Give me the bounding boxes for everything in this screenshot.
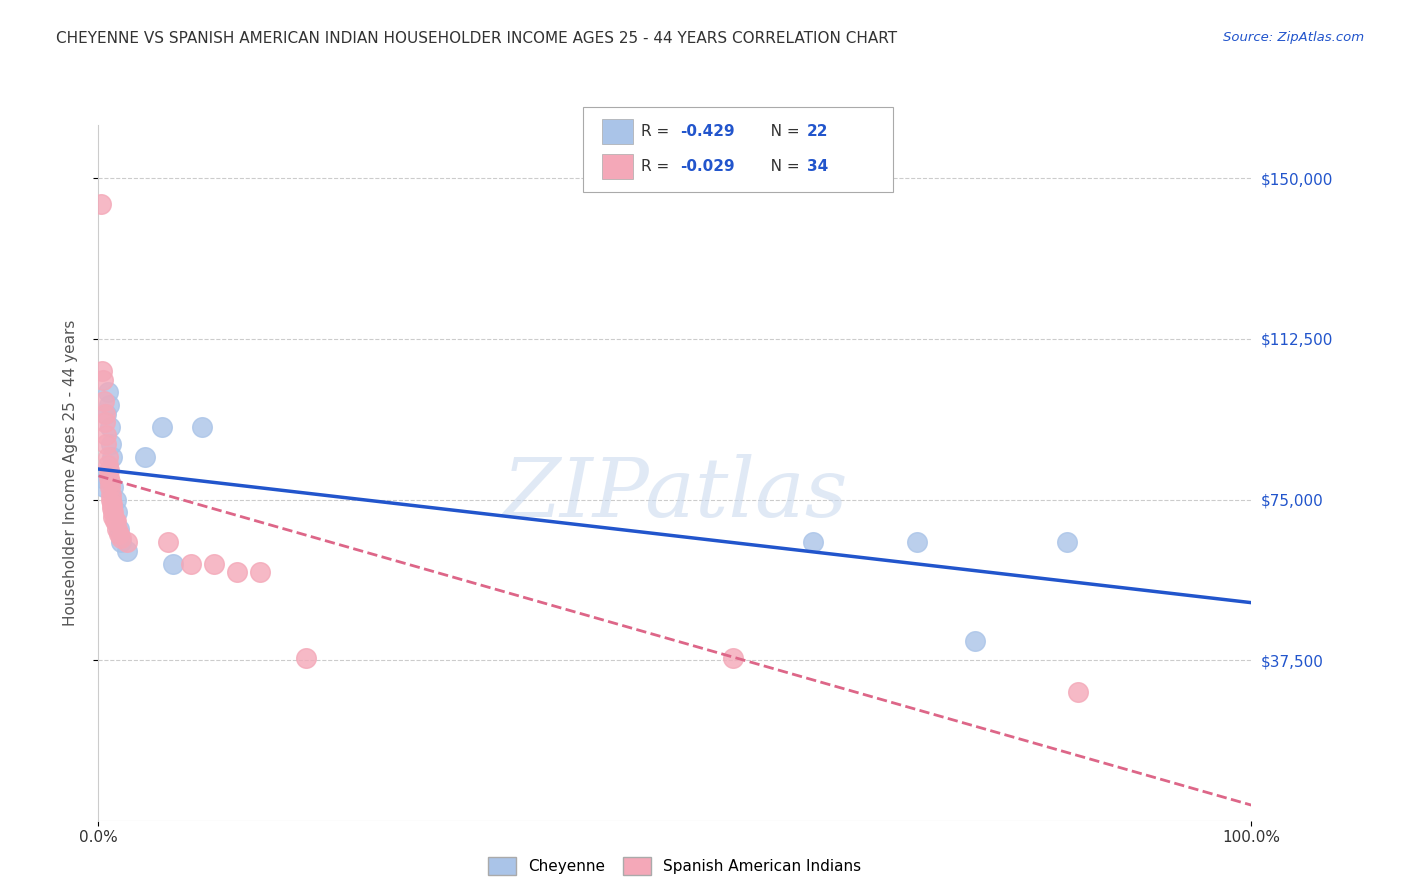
Point: [104, 492, 127, 507]
Point: [103, 509, 125, 524]
Point: [150, 419, 173, 434]
Point: [93, 480, 115, 494]
Point: [101, 450, 124, 464]
Text: -0.029: -0.029: [681, 160, 735, 174]
Point: [191, 419, 214, 434]
Point: [91, 373, 114, 387]
Text: CHEYENNE VS SPANISH AMERICAN INDIAN HOUSEHOLDER INCOME AGES 25 - 44 YEARS CORREL: CHEYENNE VS SPANISH AMERICAN INDIAN HOUS…: [56, 31, 897, 46]
Point: [94, 416, 117, 430]
Point: [90, 471, 112, 485]
Point: [90, 364, 112, 378]
Point: [249, 566, 271, 580]
Point: [96, 428, 118, 442]
Point: [103, 505, 125, 519]
Point: [110, 531, 132, 545]
Point: [905, 535, 928, 549]
Text: 22: 22: [807, 124, 828, 138]
Point: [202, 557, 225, 571]
Point: [101, 497, 124, 511]
Y-axis label: Householder Income Ages 25 - 44 years: Householder Income Ages 25 - 44 years: [63, 319, 77, 626]
Point: [108, 526, 131, 541]
Point: [117, 535, 139, 549]
Point: [1067, 685, 1090, 699]
Point: [162, 557, 184, 571]
Point: [97, 385, 120, 400]
Point: [97, 462, 120, 476]
Point: [96, 437, 118, 451]
Point: [110, 535, 132, 549]
Point: [98, 475, 121, 490]
Legend: Cheyenne, Spanish American Indians: Cheyenne, Spanish American Indians: [481, 850, 869, 882]
Text: R =: R =: [641, 160, 675, 174]
Text: 34: 34: [807, 160, 828, 174]
Point: [97, 471, 120, 485]
Text: N =: N =: [756, 160, 804, 174]
Point: [180, 557, 202, 571]
Point: [101, 501, 124, 516]
Point: [90, 197, 112, 211]
Text: R =: R =: [641, 124, 675, 138]
Point: [105, 505, 128, 519]
Point: [97, 458, 120, 473]
Point: [721, 651, 744, 665]
Point: [963, 633, 986, 648]
Point: [104, 514, 127, 528]
Point: [801, 535, 824, 549]
Point: [103, 480, 125, 494]
Point: [97, 398, 120, 412]
Point: [97, 450, 120, 464]
Text: -0.429: -0.429: [681, 124, 735, 138]
Point: [100, 492, 122, 507]
Point: [295, 651, 318, 665]
Point: [98, 419, 121, 434]
Text: Source: ZipAtlas.com: Source: ZipAtlas.com: [1223, 31, 1364, 45]
Text: N =: N =: [756, 124, 804, 138]
Text: ZIPatlas: ZIPatlas: [502, 454, 848, 533]
Point: [156, 535, 179, 549]
Point: [100, 488, 122, 502]
Point: [225, 566, 247, 580]
Point: [103, 514, 125, 528]
Point: [1056, 535, 1078, 549]
Point: [108, 523, 131, 537]
Point: [93, 394, 115, 409]
Point: [100, 437, 122, 451]
Point: [105, 523, 128, 537]
Point: [134, 450, 156, 464]
Point: [117, 544, 139, 558]
Point: [98, 480, 121, 494]
Point: [94, 407, 117, 421]
Point: [96, 407, 118, 421]
